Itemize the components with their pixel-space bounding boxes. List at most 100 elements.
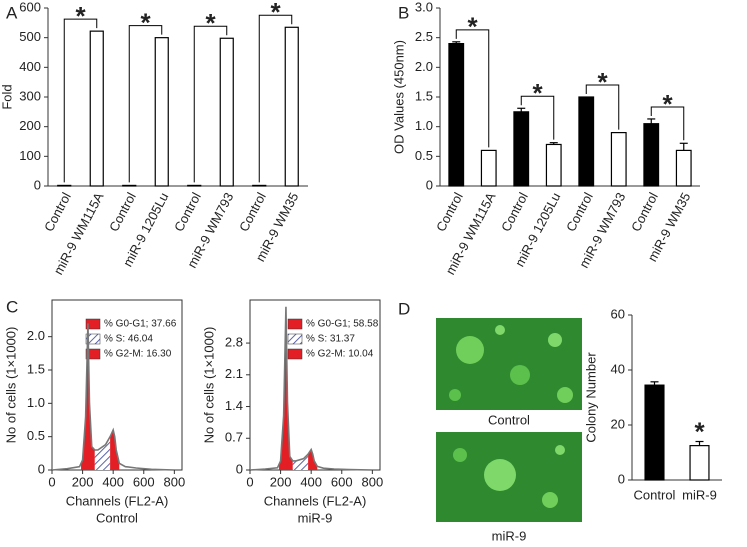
significance-mark: * (694, 416, 705, 446)
x-tick-label: 400 (102, 474, 124, 489)
y-tick-label: 0.5 (27, 428, 45, 443)
panel-label: D (398, 299, 410, 318)
histogram-line (51, 323, 175, 471)
significance-bracket (128, 25, 163, 183)
significance-mark: * (75, 1, 86, 31)
bar (89, 30, 104, 187)
x-axis-label: Channels (FL2-A) (66, 493, 169, 508)
y-tick-label: 2.0 (27, 328, 45, 343)
bar (610, 132, 627, 187)
y-tick-label: 2.8 (225, 335, 243, 350)
x-tick-label: 800 (362, 474, 384, 489)
y-axis-label: No of cells (1×1000) (3, 327, 18, 444)
y-axis-label: Fold (0, 84, 14, 109)
x-tick-label: Control (41, 190, 74, 234)
y-tick-label: 1.4 (225, 398, 243, 413)
significance-mark: * (270, 0, 281, 27)
x-tick-label: 600 (331, 474, 353, 489)
bar (643, 123, 660, 187)
bar (644, 384, 665, 481)
x-tick-label: Control (236, 190, 269, 234)
significance-bracket (520, 95, 555, 140)
panel-label: C (6, 297, 18, 316)
x-tick-label: 0 (48, 474, 55, 489)
y-tick-label: 0.5 (415, 148, 433, 163)
x-axis-label: Channels (FL2-A) (264, 493, 367, 508)
significance-bracket (455, 29, 490, 148)
phase-area (292, 454, 309, 470)
y-tick-label: 0 (618, 471, 625, 486)
significance-bracket (650, 106, 685, 141)
bar (57, 184, 72, 187)
bar (154, 37, 169, 187)
significance-mark: * (205, 8, 216, 38)
micrograph-control (436, 318, 582, 410)
y-tick-label: 2.0 (415, 59, 433, 74)
y-tick-label: 400 (19, 59, 41, 74)
y-tick-label: 40 (611, 361, 625, 376)
significance-mark: * (662, 89, 673, 119)
chart-subtitle: miR-9 (298, 510, 333, 525)
panel-label: B (398, 3, 409, 22)
y-tick-label: 1.5 (415, 88, 433, 103)
bar (513, 111, 530, 187)
x-tick-label: 400 (300, 474, 322, 489)
y-tick-label: 1.0 (27, 395, 45, 410)
x-tick-label: 200 (72, 474, 94, 489)
legend-label: % G0-G1; 58.58 (306, 319, 379, 330)
legend-swatch (287, 333, 303, 345)
y-tick-label: 1.0 (415, 118, 433, 133)
y-axis-label: OD Values (450nm) (391, 40, 406, 154)
legend-label: % S: 31.37 (306, 334, 355, 345)
bar (219, 37, 234, 187)
y-tick-label: 60 (611, 306, 625, 321)
panel-label: A (6, 3, 18, 22)
x-tick-label: Control (563, 190, 596, 234)
y-tick-label: 1.5 (27, 361, 45, 376)
x-tick-label: miR-9 (682, 487, 717, 502)
bar (689, 445, 710, 481)
x-tick-label: Control (498, 190, 531, 234)
legend-label: % G0-G1; 37.66 (104, 319, 177, 330)
y-tick-label: 300 (19, 88, 41, 103)
y-axis-label: Colony Number (583, 352, 598, 443)
y-tick-label: 500 (19, 29, 41, 44)
x-tick-label: Control (628, 190, 661, 234)
micrograph-mir9 (436, 432, 582, 522)
x-tick-label: Control (433, 190, 466, 234)
legend-label: % G2-M: 10.04 (306, 349, 374, 360)
bar (480, 149, 497, 187)
image-label: miR-9 (492, 528, 527, 543)
x-tick-label: 200 (270, 474, 292, 489)
y-tick-label: 600 (19, 0, 41, 14)
y-tick-label: 20 (611, 416, 625, 431)
phase-area (308, 449, 318, 470)
legend-swatch (85, 348, 101, 360)
x-tick-label: 800 (164, 474, 186, 489)
bar (122, 184, 137, 187)
y-tick-label: 0.7 (225, 430, 243, 445)
y-axis-label: No of cells (1×1000) (201, 327, 216, 444)
bar (545, 143, 562, 187)
legend-swatch (287, 318, 303, 330)
phase-area (279, 306, 293, 470)
significance-mark: * (597, 67, 608, 97)
x-tick-label: 0 (246, 474, 253, 489)
legend-swatch (85, 318, 101, 330)
significance-bracket (585, 84, 620, 130)
legend-label: % S: 46.04 (104, 334, 153, 345)
histogram-line (249, 306, 373, 471)
y-tick-label: 2.1 (225, 366, 243, 381)
y-tick-label: 100 (19, 148, 41, 163)
bar (284, 26, 299, 187)
bar (578, 96, 595, 187)
significance-bracket (63, 18, 98, 183)
bar (448, 42, 465, 187)
significance-bracket (193, 25, 228, 183)
y-tick-label: 0 (236, 461, 243, 476)
x-tick-label: Control (171, 190, 204, 234)
significance-mark: * (532, 78, 543, 108)
y-tick-label: 0 (34, 177, 41, 192)
phase-area (94, 436, 111, 470)
x-tick-label: Control (106, 190, 139, 234)
